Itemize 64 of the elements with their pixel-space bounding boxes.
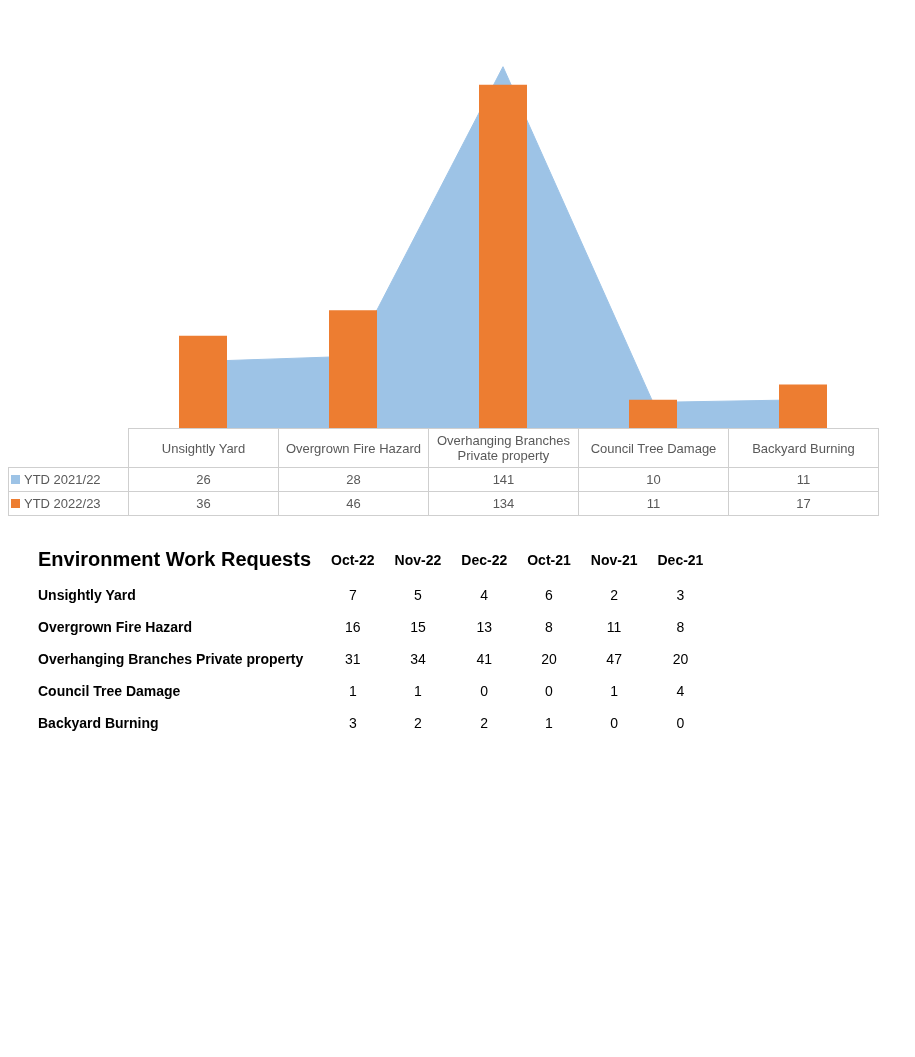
- data-label: 15: [409, 618, 427, 637]
- data-label: 46: [278, 491, 429, 516]
- data-label: 0: [544, 682, 554, 701]
- x-tick-label: Oct-22: [330, 550, 376, 570]
- data-label: 36: [128, 491, 279, 516]
- data-label: 26: [128, 467, 279, 492]
- data-label: 1: [544, 714, 554, 733]
- data-label: 13: [475, 618, 494, 637]
- data-label: 10: [578, 467, 729, 492]
- data-label: 41: [475, 650, 494, 669]
- x-tick-label: Overgrown Fire Hazard: [278, 428, 429, 468]
- data-label: 3: [675, 586, 686, 605]
- data-label: 0: [479, 682, 490, 701]
- x-tick-label: Dec-21: [656, 550, 705, 570]
- data-label: 134: [428, 491, 579, 516]
- data-label: 1: [347, 682, 358, 701]
- bar: [179, 335, 227, 428]
- data-label: 0: [609, 714, 620, 733]
- data-label: 4: [479, 586, 490, 605]
- y-tick-label: Backyard Burning: [37, 714, 160, 733]
- x-tick-label: Nov-21: [589, 550, 639, 570]
- x-tick-label: Overhanging Branches Private property: [428, 428, 579, 468]
- legend-label: YTD 2022/23: [8, 491, 129, 516]
- data-label: 5: [413, 586, 423, 605]
- bar: [329, 310, 377, 428]
- data-label: 1: [413, 682, 423, 701]
- data-label: 8: [675, 618, 686, 637]
- data-label: 31: [344, 650, 362, 669]
- data-label: 7: [347, 586, 358, 605]
- bar: [629, 399, 677, 428]
- data-label: 0: [675, 714, 686, 733]
- y-tick-label: Council Tree Damage: [37, 682, 182, 701]
- x-tick-label: Nov-22: [393, 550, 443, 570]
- legend-label: YTD 2021/22: [8, 467, 129, 492]
- bar: [479, 84, 527, 428]
- data-label: 11: [578, 491, 729, 516]
- y-tick-label: Unsightly Yard: [37, 586, 137, 605]
- data-label: 4: [675, 682, 686, 701]
- chart-title: Environment Work Requests: [37, 547, 313, 572]
- y-tick-label: Overhanging Branches Private property: [37, 650, 305, 669]
- x-tick-label: Backyard Burning: [728, 428, 879, 468]
- data-label: 20: [540, 650, 558, 669]
- x-tick-label: Unsightly Yard: [128, 428, 279, 468]
- data-label: 11: [728, 467, 879, 492]
- data-label: 2: [479, 714, 490, 733]
- data-label: 3: [347, 714, 358, 733]
- data-label: 47: [605, 650, 623, 669]
- data-label: 8: [544, 618, 554, 637]
- data-label: 28: [278, 467, 429, 492]
- data-label: 2: [413, 714, 423, 733]
- x-tick-label: Dec-22: [460, 550, 509, 570]
- data-label: 16: [344, 618, 362, 637]
- data-label: 20: [671, 650, 690, 669]
- data-label: 2: [609, 586, 620, 605]
- x-tick-label: Oct-21: [526, 550, 572, 570]
- data-label: 141: [428, 467, 579, 492]
- data-label: 11: [605, 618, 623, 637]
- bar: [779, 384, 827, 428]
- data-label: 34: [409, 650, 427, 669]
- y-tick-label: Overgrown Fire Hazard: [37, 618, 194, 637]
- data-label: 1: [609, 682, 620, 701]
- data-label: 6: [544, 586, 554, 605]
- data-label: 17: [728, 491, 879, 516]
- x-tick-label: Council Tree Damage: [578, 428, 729, 468]
